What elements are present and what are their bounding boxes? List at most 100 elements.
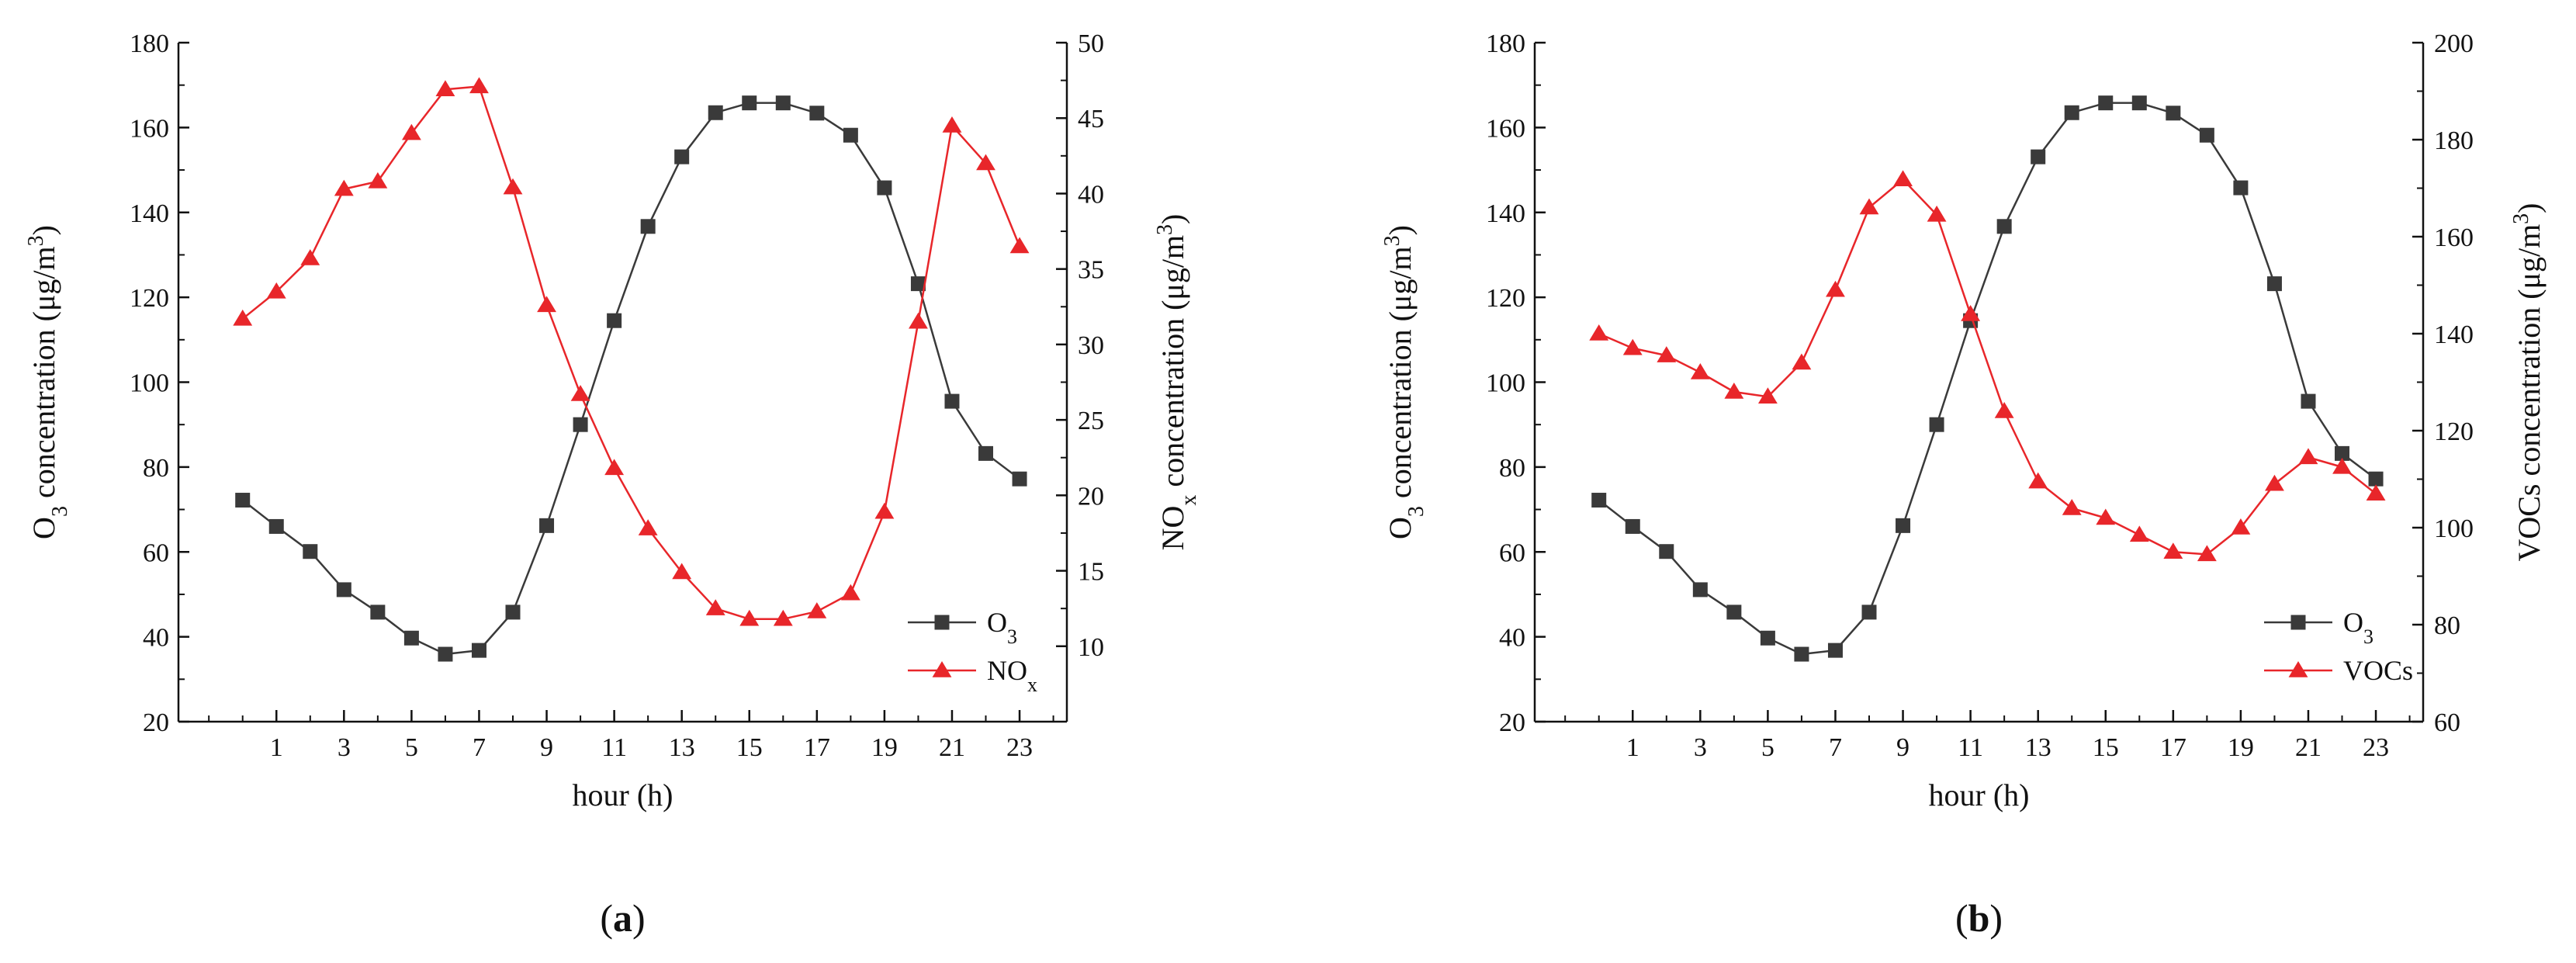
series-o3 [235, 95, 1027, 662]
x-tick-text: 9 [540, 733, 553, 762]
y-tick-text: 120 [130, 284, 169, 313]
y2-tick-text: 45 [1078, 105, 1104, 133]
data-point-o3 [2368, 471, 2384, 487]
data-point-vocs [1724, 383, 1744, 399]
y-tick-label: 160 [1486, 114, 1525, 143]
data-point-o3 [1659, 544, 1674, 559]
data-point-o3 [978, 445, 994, 461]
series-line-o3 [1598, 102, 2377, 656]
data-point-nox [334, 179, 354, 196]
legend-square-marker-icon [934, 615, 950, 630]
x-tick-label: 1 [270, 733, 283, 762]
y-tick-text: 160 [130, 114, 169, 143]
data-point-o3 [2266, 276, 2282, 292]
y2-tick-text: 160 [2434, 223, 2474, 252]
x-tick-label: 9 [540, 733, 553, 762]
data-point-nox [909, 312, 928, 329]
data-point-o3 [303, 544, 318, 559]
data-point-o3 [1012, 471, 1027, 487]
y-tick-text: 60 [1499, 539, 1525, 567]
y2-tick-label: 10 [1078, 633, 1104, 662]
y-tick-label: 60 [143, 539, 169, 567]
panel-label: (a) [600, 896, 645, 940]
y-tick-text: 140 [1486, 199, 1525, 228]
y2-tick-text: 30 [1078, 331, 1104, 360]
y2-axis-title: VOCs concentration (μg/m3) [2509, 203, 2547, 561]
data-point-o3 [2131, 95, 2147, 111]
data-point-vocs [2231, 518, 2251, 535]
y-tick-label: 40 [1499, 624, 1525, 653]
y-title-main: O [26, 517, 61, 539]
data-point-o3 [1996, 219, 2012, 234]
legend-label-sub: 3 [1007, 625, 1017, 648]
data-point-nox [604, 459, 625, 476]
data-point-o3 [1591, 493, 1607, 508]
x-tick-text: 5 [405, 733, 418, 762]
y2-tick-label: 60 [2434, 708, 2460, 737]
data-point-nox [537, 296, 556, 313]
data-point-vocs [1826, 280, 1845, 297]
data-point-o3 [708, 105, 723, 120]
x-tick-label: 9 [1896, 733, 1909, 762]
data-point-nox [976, 154, 995, 171]
x-tick-text: 5 [1761, 733, 1774, 762]
y-tick-label: 100 [130, 369, 169, 398]
data-point-o3 [2199, 127, 2214, 143]
y2-tick-text: 120 [2434, 417, 2474, 446]
y-tick-label: 160 [130, 114, 169, 143]
data-point-nox [705, 599, 725, 615]
data-point-vocs [2163, 542, 2183, 559]
y-title-mid: concentration (μg/m [1383, 246, 1418, 506]
y-title-post: ) [1383, 225, 1418, 235]
data-point-o3 [809, 106, 825, 121]
y2-tick-label: 35 [1078, 256, 1104, 285]
data-point-vocs [1690, 363, 1710, 379]
y-tick-text: 80 [1499, 454, 1525, 483]
panel-label-letter: a [613, 896, 632, 940]
y2-tick-label: 120 [2434, 417, 2474, 446]
data-point-vocs [2028, 472, 2048, 489]
data-point-vocs [1961, 305, 1981, 321]
legend-label: O3 [2343, 607, 2373, 648]
y2-title-mid: concentration (μg/m [2512, 224, 2547, 484]
panel-label-open: ( [1955, 896, 1968, 940]
legend-square-marker-icon [2290, 615, 2306, 630]
y2-tick-text: 35 [1078, 256, 1104, 285]
legend: O3 VOCs [2264, 607, 2413, 686]
data-point-o3 [674, 149, 690, 165]
data-point-o3 [1896, 518, 1911, 533]
x-tick-label: 7 [473, 733, 486, 762]
data-point-nox [266, 282, 286, 299]
x-tick-label: 23 [2363, 733, 2389, 762]
x-tick-text: 11 [601, 733, 627, 762]
y-title-sub: 3 [48, 506, 72, 517]
x-tick-label: 7 [1829, 733, 1842, 762]
data-point-nox [942, 116, 962, 133]
data-point-o3 [2301, 393, 2316, 409]
data-point-vocs [1994, 402, 2014, 418]
data-point-o3 [877, 180, 892, 196]
y-tick-label: 60 [1499, 539, 1525, 567]
y-tick-label: 80 [1499, 454, 1525, 483]
data-point-o3 [268, 518, 284, 534]
legend: O3 NOx [908, 607, 1037, 696]
x-tick-text: 19 [2228, 733, 2254, 762]
y2-title-sup: 3 [1153, 224, 1177, 235]
data-point-vocs [1859, 198, 1879, 215]
data-point-vocs [2062, 499, 2082, 515]
data-point-vocs [1893, 170, 1913, 186]
x-tick-label: 3 [338, 733, 351, 762]
x-tick-text: 9 [1896, 733, 1909, 762]
y-tick-label: 100 [1486, 369, 1525, 398]
data-point-nox [638, 519, 658, 535]
y2-tick-text: 50 [1078, 29, 1104, 58]
y2-tick-label: 40 [1078, 180, 1104, 209]
data-point-nox [739, 609, 760, 626]
data-point-vocs [2366, 484, 2386, 501]
data-point-vocs [1622, 338, 1643, 355]
legend-label: NOx [987, 655, 1037, 696]
data-point-o3 [2064, 105, 2079, 120]
legend-label-main: O [2343, 607, 2363, 638]
y-tick-label: 80 [143, 454, 169, 483]
